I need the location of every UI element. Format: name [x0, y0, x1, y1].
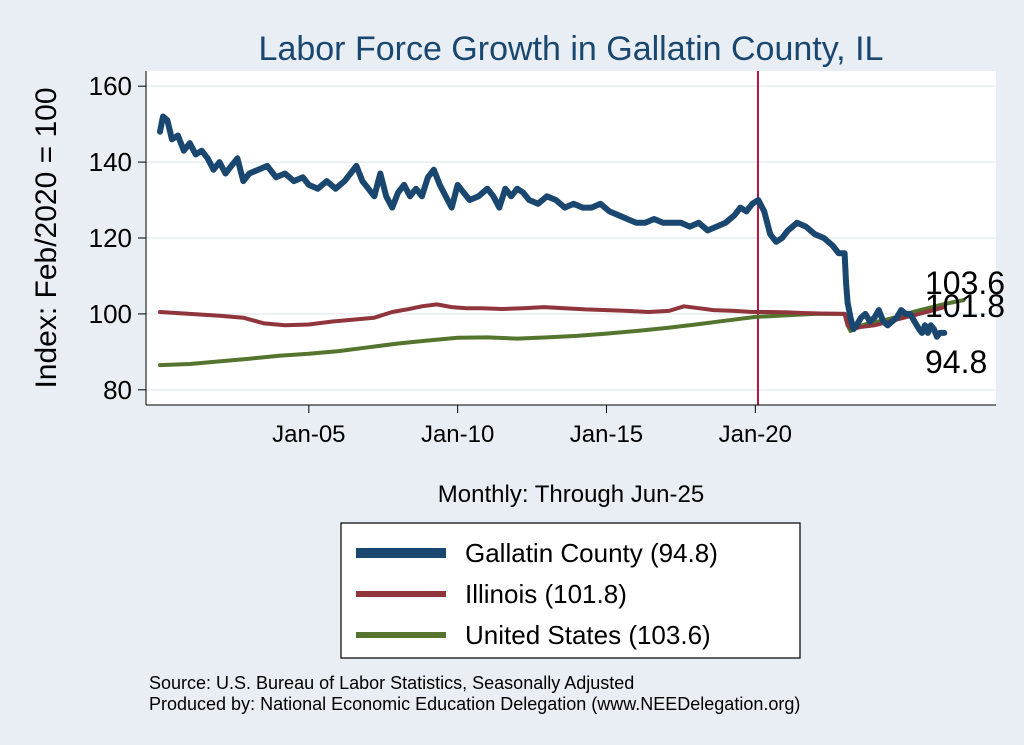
end-label-united-states: 103.6 [925, 265, 1005, 301]
chart-title: Labor Force Growth in Gallatin County, I… [259, 30, 884, 68]
series-line-united-states [158, 298, 966, 368]
y-axis-ticks: 80 100 120 140 160 [89, 71, 146, 405]
gridlines [146, 85, 996, 391]
end-label-illinois: 101.8 [925, 288, 1005, 324]
end-label-gallatin-county: 94.8 [925, 344, 987, 380]
x-tick-label: Jan-10 [421, 421, 494, 448]
series-lines [157, 113, 966, 368]
x-axis-title: Monthly: Through Jun-25 [438, 481, 704, 508]
y-tick-label: 80 [103, 375, 132, 405]
producer-note: Produced by: National Economic Education… [149, 694, 800, 714]
source-note: Source: U.S. Bureau of Labor Statistics,… [149, 673, 634, 693]
legend: Gallatin County (94.8) Illinois (101.8) Un… [356, 538, 718, 650]
legend-label: United States (103.6) [465, 620, 711, 650]
y-tick-label: 100 [89, 299, 132, 329]
legend-label: Gallatin County (94.8) [465, 538, 718, 568]
y-tick-label: 160 [89, 71, 132, 101]
legend-label: Illinois (101.8) [465, 579, 627, 609]
x-tick-label: Jan-05 [272, 421, 345, 448]
x-tick-label: Jan-20 [719, 421, 792, 448]
x-tick-label: Jan-15 [570, 421, 643, 448]
y-axis-title: Index: Feb/2020 = 100 [30, 87, 63, 388]
x-axis-ticks: Jan-05 Jan-10 Jan-15 Jan-20 [272, 405, 792, 448]
y-tick-label: 140 [89, 147, 132, 177]
y-tick-label: 120 [89, 223, 132, 253]
series-line-gallatin-county [157, 113, 948, 340]
